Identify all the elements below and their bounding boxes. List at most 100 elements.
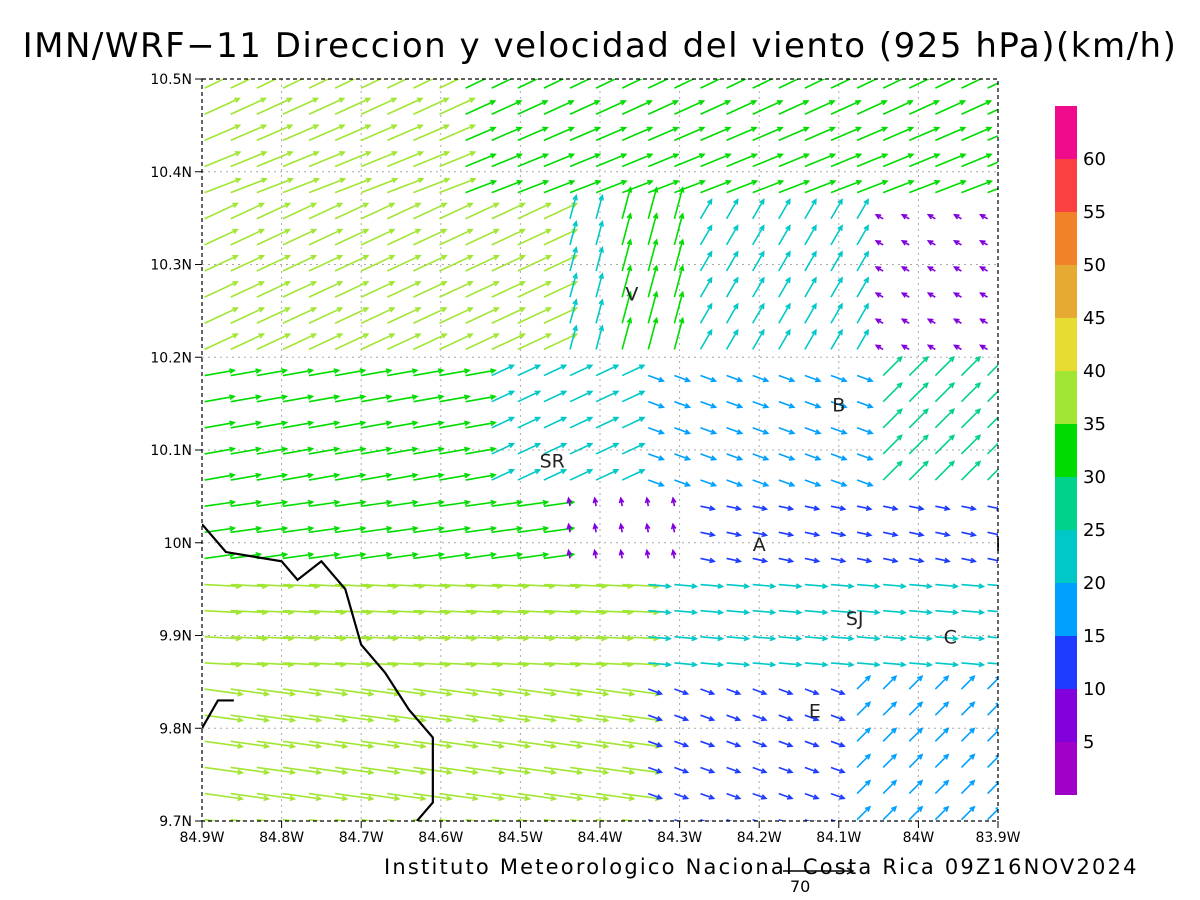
wind-arrow	[726, 79, 748, 89]
wind-arrow	[387, 394, 419, 403]
wind-arrow	[856, 400, 874, 409]
wind-arrow	[647, 179, 680, 194]
wind-arrow	[909, 609, 934, 616]
wind-arrow	[439, 368, 471, 377]
wind-arrow	[882, 434, 903, 455]
wind-arrow	[230, 307, 266, 325]
wind-arrow	[934, 408, 956, 429]
wind-arrow	[465, 126, 497, 142]
wind-arrow	[387, 177, 425, 194]
wind-arrow	[726, 505, 743, 512]
wind-arrow	[569, 416, 594, 429]
wind-arrow	[360, 307, 396, 325]
wind-arrow	[674, 818, 686, 821]
wind-arrow	[308, 333, 344, 351]
lat-tick-label: 10N	[164, 536, 192, 552]
wind-arrow	[830, 609, 855, 616]
wind-arrow	[726, 100, 758, 115]
wind-arrow	[804, 766, 820, 774]
wind-arrow	[882, 753, 898, 769]
wind-arrow	[700, 531, 716, 538]
wind-arrow	[543, 126, 575, 142]
wind-arrow	[387, 420, 419, 429]
reference-vector	[783, 867, 855, 875]
wind-arrow	[987, 135, 998, 142]
wind-arrow	[926, 266, 936, 272]
wind-arrow	[856, 661, 881, 668]
wind-arrow	[830, 100, 862, 115]
wind-arrow	[874, 239, 884, 246]
wind-arrow	[439, 446, 471, 455]
wind-arrow	[387, 472, 419, 481]
wind-arrow	[960, 381, 982, 403]
wind-arrow	[856, 198, 869, 220]
wind-arrow	[592, 496, 599, 507]
wind-arrow	[256, 420, 289, 429]
wind-arrow	[986, 780, 998, 795]
wind-arrow	[900, 344, 910, 351]
wind-arrow	[700, 688, 716, 696]
wind-arrow	[592, 548, 599, 559]
wind-arrow	[856, 609, 881, 616]
wind-arrow	[856, 79, 879, 89]
wind-arrow	[648, 427, 666, 435]
wind-arrow	[334, 420, 367, 429]
wind-arrow	[204, 394, 236, 403]
wind-arrow	[648, 609, 673, 616]
wind-arrow	[622, 740, 662, 749]
colorbar-label: 35	[1083, 414, 1106, 435]
wind-arrow	[413, 333, 448, 351]
wind-arrow	[282, 228, 318, 246]
wind-arrow	[413, 368, 445, 377]
wind-arrow	[282, 202, 318, 220]
wind-arrow	[935, 661, 960, 668]
city-label: V	[625, 283, 638, 305]
wind-arrow	[334, 228, 370, 246]
wind-arrow	[439, 307, 474, 325]
wind-arrow	[595, 766, 636, 776]
wind-arrow	[979, 266, 988, 272]
wind-arrow	[282, 124, 320, 142]
wind-arrow	[439, 97, 476, 115]
wind-arrow	[752, 714, 768, 722]
wind-arrow	[543, 202, 579, 220]
wind-arrow	[961, 635, 986, 642]
wind-arrow	[752, 153, 785, 168]
wind-arrow	[465, 499, 498, 507]
wind-arrow	[979, 318, 988, 324]
wind-arrow	[673, 212, 685, 246]
wind-arrow	[986, 702, 998, 716]
wind-arrow	[517, 364, 542, 377]
wind-arrow	[334, 368, 367, 377]
wind-arrow	[726, 153, 758, 168]
wind-arrow	[517, 792, 558, 802]
wind-arrow	[935, 583, 960, 589]
wind-arrow	[230, 499, 263, 507]
wind-arrow	[830, 126, 863, 142]
wind-arrow	[674, 100, 706, 115]
wind-arrow	[517, 79, 539, 89]
wind-arrow	[308, 766, 349, 776]
wind-arrow	[830, 714, 846, 722]
wind-arrow	[648, 453, 666, 461]
wind-arrow	[909, 661, 934, 668]
wind-arrow	[934, 434, 956, 455]
wind-arrow	[726, 374, 744, 383]
wind-arrow	[256, 307, 292, 325]
wind-arrow	[386, 79, 409, 89]
wind-arrow	[595, 193, 605, 219]
wind-arrow	[752, 740, 768, 748]
wind-arrow	[569, 272, 578, 298]
wind-arrow	[282, 688, 323, 697]
wind-arrow	[465, 420, 497, 429]
wind-arrow	[387, 792, 427, 802]
wind-arrow	[647, 264, 659, 298]
wind-arrow	[439, 714, 479, 723]
wind-arrow	[960, 460, 982, 481]
wind-arrow	[856, 250, 869, 272]
colorbar-segment	[1055, 265, 1077, 318]
wind-arrow	[699, 198, 713, 220]
wind-arrow	[334, 792, 375, 802]
wind-arrow	[413, 499, 445, 507]
wind-arrow	[439, 124, 477, 142]
